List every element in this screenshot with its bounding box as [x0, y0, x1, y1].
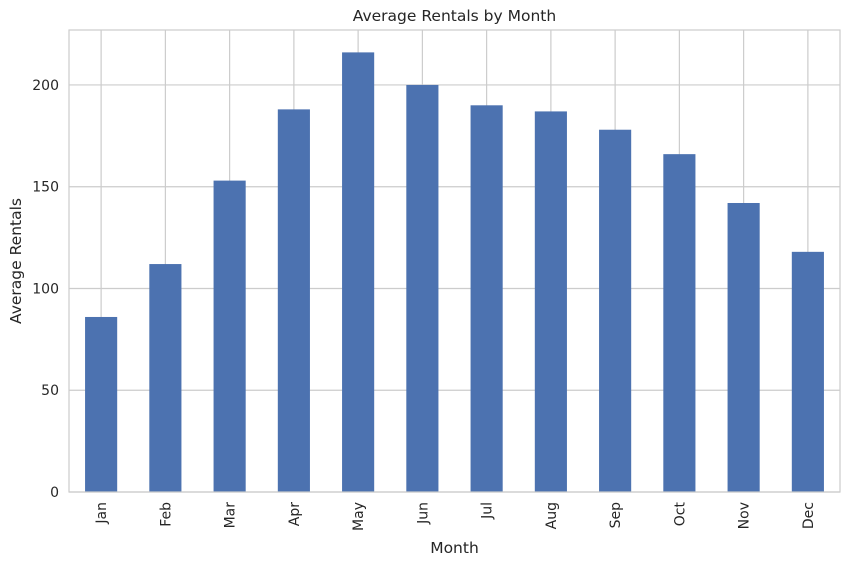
x-tick-label: Mar — [223, 502, 239, 529]
bar-sep — [599, 129, 632, 492]
x-tick-label: Aug — [544, 502, 560, 529]
bar-may — [342, 52, 375, 492]
x-tick-label: Jul — [480, 502, 496, 520]
y-axis-title: Average Rentals — [7, 198, 25, 324]
x-tick-labels: Jan Feb Mar Apr May Jun Jul Aug Sep Oct Nov Dec — [94, 502, 817, 531]
y-tick-labels: 0 50 100 150 200 — [32, 78, 59, 501]
y-tick-label: 150 — [32, 180, 59, 196]
x-tick-label: Feb — [158, 502, 174, 527]
x-tick-label: Apr — [287, 502, 303, 526]
bar-feb — [149, 264, 182, 492]
y-tick-label: 50 — [41, 383, 59, 399]
y-tick-label: 100 — [32, 281, 59, 297]
bar-jul — [470, 105, 503, 493]
x-tick-label: Jan — [94, 502, 110, 525]
bar-jan — [85, 316, 118, 492]
bar-jun — [406, 84, 439, 492]
x-tick-label: Jun — [415, 502, 431, 525]
x-tick-label: Sep — [608, 502, 624, 529]
bars — [85, 52, 824, 493]
bar-aug — [534, 111, 567, 492]
x-tick-label: May — [351, 502, 367, 531]
chart-title: Average Rentals by Month — [353, 7, 556, 25]
x-tick-label: Dec — [801, 502, 817, 529]
bar-mar — [213, 180, 246, 493]
x-tick-label: Nov — [737, 502, 753, 529]
plot-frame — [68, 29, 841, 493]
bar-dec — [791, 251, 824, 492]
y-tick-label: 200 — [32, 78, 59, 94]
bar-nov — [727, 202, 760, 492]
x-tick-label: Oct — [672, 502, 688, 527]
y-tick-label: 0 — [50, 485, 59, 501]
bar-oct — [663, 154, 696, 492]
bar-apr — [277, 109, 310, 492]
x-axis-title: Month — [430, 539, 479, 557]
